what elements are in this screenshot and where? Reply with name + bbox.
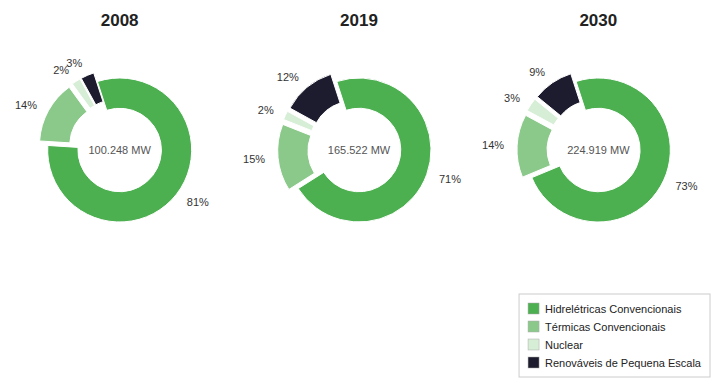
- data-label: 14%: [482, 139, 504, 151]
- chart: 81% 14% 2% 3% 100.248 MW 2008 71% 15% 2% 12% 165.5…: [0, 0, 718, 385]
- data-label: 73%: [676, 180, 698, 192]
- center-label: 224.919 MW: [567, 144, 630, 156]
- chart-title: 2008: [101, 11, 139, 30]
- data-label: 15%: [243, 153, 265, 165]
- center-label: 100.248 MW: [88, 144, 151, 156]
- pie-slice: [517, 115, 552, 177]
- slices: [517, 74, 670, 222]
- legend-swatch: [528, 303, 539, 314]
- data-label: 2%: [258, 104, 274, 116]
- center-label: 165.522 MW: [328, 144, 391, 156]
- pie-slice: [40, 87, 87, 143]
- slices: [40, 73, 192, 222]
- chart-title: 2019: [340, 11, 378, 30]
- pie-slice: [278, 124, 315, 189]
- legend-label: Hidrelétricas Convencionais: [545, 303, 682, 315]
- data-label: 71%: [439, 173, 461, 185]
- data-label: 14%: [15, 99, 37, 111]
- pie-chart: 73% 14% 3% 9% 224.919 MW: [482, 66, 698, 222]
- data-label: 81%: [187, 196, 209, 208]
- data-label: 12%: [277, 71, 299, 83]
- legend-label: Térmicas Convencionais: [545, 321, 666, 333]
- legend: Hidrelétricas Convencionais Térmicas Conv…: [519, 294, 710, 377]
- legend-swatch: [528, 357, 539, 368]
- data-label: 9%: [529, 66, 545, 78]
- legend-swatch: [528, 339, 539, 350]
- legend-label: Nuclear: [545, 339, 583, 351]
- pie-slice: [81, 73, 103, 105]
- pie-chart: 81%14%2%3%100.248 MW: [15, 57, 209, 222]
- data-label: 3%: [504, 92, 520, 104]
- slices: [278, 74, 431, 222]
- pie-chart: 71% 15% 2% 12% 165.522 MW: [243, 71, 461, 222]
- chart-title: 2030: [579, 11, 617, 30]
- legend-swatch: [528, 321, 539, 332]
- data-label: 3%: [66, 57, 82, 69]
- legend-label: Renováveis de Pequena Escala: [545, 357, 702, 369]
- legend-frame: [519, 294, 710, 377]
- pie-slice: [537, 74, 580, 116]
